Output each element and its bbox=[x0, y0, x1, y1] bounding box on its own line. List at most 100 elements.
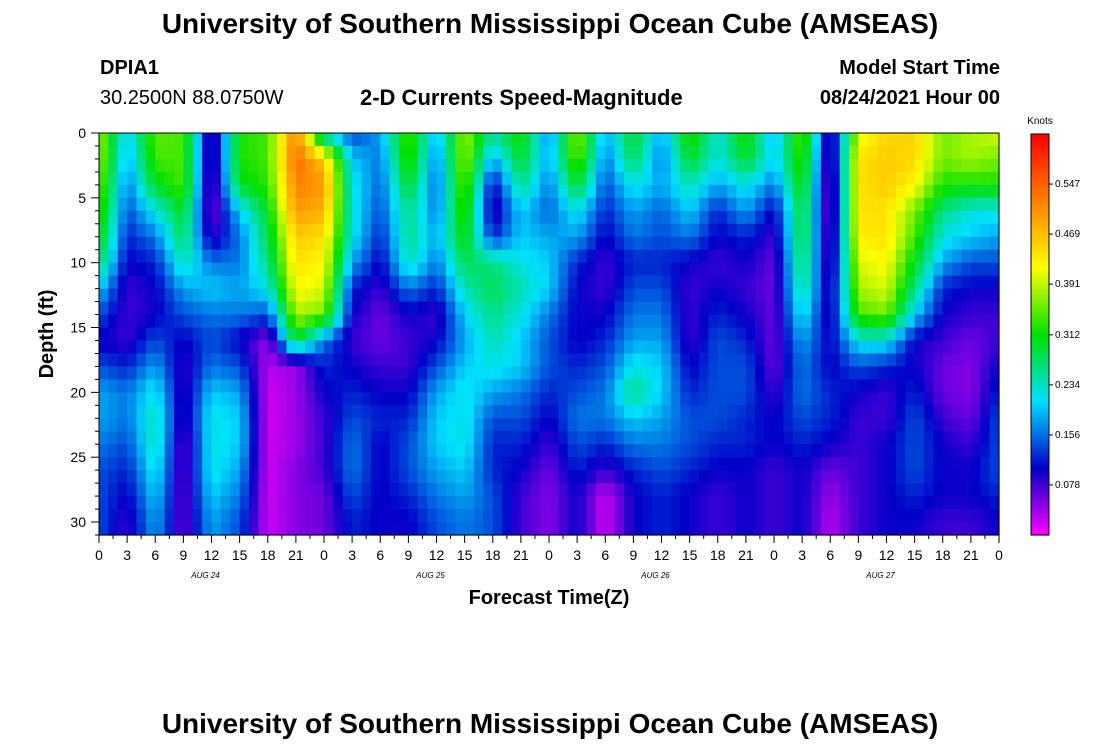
heatmap-cell bbox=[933, 223, 944, 238]
heatmap-cell bbox=[474, 249, 484, 264]
heatmap-cell bbox=[183, 470, 194, 484]
heatmap-cell bbox=[699, 509, 709, 523]
x-tick-label: 21 bbox=[513, 547, 529, 563]
heatmap-cell bbox=[333, 288, 344, 303]
heatmap-cell bbox=[202, 483, 213, 497]
heatmap-cell bbox=[399, 133, 409, 147]
heatmap-cell bbox=[577, 340, 588, 355]
heatmap-cell bbox=[483, 236, 494, 251]
colorbar-step bbox=[1031, 224, 1049, 227]
heatmap-cell bbox=[530, 392, 541, 406]
heatmap-cell bbox=[867, 327, 878, 342]
heatmap-cell bbox=[183, 314, 194, 329]
heatmap-cell bbox=[249, 483, 259, 497]
heatmap-cell bbox=[839, 301, 850, 316]
heatmap-cell bbox=[267, 483, 278, 497]
heatmap-cell bbox=[558, 509, 569, 523]
heatmap-cell bbox=[164, 145, 175, 160]
heatmap-cell bbox=[802, 133, 813, 147]
colorbar-step bbox=[1031, 512, 1049, 516]
heatmap-cell bbox=[849, 133, 859, 147]
heatmap-cell bbox=[502, 288, 513, 303]
heatmap-cell bbox=[792, 353, 803, 368]
heatmap-cell bbox=[145, 379, 156, 393]
heatmap-cell bbox=[249, 418, 259, 432]
colorbar-step bbox=[1031, 228, 1049, 231]
heatmap-cell bbox=[942, 431, 953, 445]
heatmap-cell bbox=[267, 444, 278, 458]
heatmap-cell bbox=[689, 184, 700, 199]
heatmap-cell bbox=[202, 470, 213, 484]
heatmap-cell bbox=[755, 444, 766, 458]
heatmap-cell bbox=[361, 133, 372, 147]
heatmap-cell bbox=[352, 392, 363, 406]
heatmap-cell bbox=[436, 353, 447, 368]
heatmap-cell bbox=[380, 483, 391, 497]
heatmap-cell bbox=[858, 444, 869, 458]
heatmap-cell bbox=[867, 353, 878, 368]
heatmap-cell bbox=[886, 457, 897, 471]
heatmap-cell bbox=[614, 223, 625, 238]
heatmap-cell bbox=[961, 327, 972, 342]
heatmap-cell bbox=[708, 171, 719, 186]
heatmap-cell bbox=[99, 418, 109, 432]
heatmap-cell bbox=[230, 509, 241, 523]
heatmap-cell bbox=[595, 379, 606, 393]
colorbar-step bbox=[1031, 144, 1049, 147]
heatmap-cell bbox=[249, 405, 259, 419]
heatmap-cell bbox=[483, 353, 494, 368]
heatmap-cell bbox=[614, 496, 625, 510]
heatmap-cell bbox=[942, 158, 953, 173]
colorbar-step bbox=[1031, 294, 1049, 297]
heatmap-cell bbox=[295, 327, 306, 342]
heatmap-cell bbox=[492, 431, 503, 445]
heatmap-cell bbox=[427, 210, 438, 225]
heatmap-cell bbox=[520, 171, 531, 186]
heatmap-cell bbox=[474, 184, 484, 199]
heatmap-cell bbox=[624, 158, 634, 173]
heatmap-cell bbox=[239, 522, 250, 536]
heatmap-cell bbox=[389, 418, 400, 432]
heatmap-cell bbox=[380, 392, 391, 406]
heatmap-cell bbox=[99, 444, 109, 458]
heatmap-cell bbox=[952, 197, 963, 212]
heatmap-cell bbox=[614, 184, 625, 199]
heatmap-cell bbox=[408, 236, 419, 251]
heatmap-cell bbox=[633, 301, 644, 316]
heatmap-cell bbox=[745, 197, 756, 212]
heatmap-cell bbox=[155, 314, 166, 329]
heatmap-cell bbox=[811, 288, 822, 303]
heatmap-cell bbox=[361, 431, 372, 445]
colorbar-tick-label: 0.312 bbox=[1055, 330, 1080, 341]
heatmap-cell bbox=[745, 353, 756, 368]
heatmap-cell bbox=[464, 145, 475, 160]
heatmap-cell bbox=[586, 431, 597, 445]
heatmap-cell bbox=[867, 236, 878, 251]
heatmap-cell bbox=[820, 496, 831, 510]
colorbar-step bbox=[1031, 468, 1049, 472]
colorbar-step bbox=[1031, 314, 1049, 318]
heatmap-cell bbox=[642, 314, 653, 329]
heatmap-cell bbox=[736, 431, 747, 445]
heatmap-cell bbox=[305, 275, 316, 290]
heatmap-cell bbox=[652, 288, 663, 303]
heatmap-cell bbox=[680, 327, 691, 342]
heatmap-cell bbox=[483, 418, 494, 432]
heatmap-cell bbox=[389, 470, 400, 484]
heatmap-cell bbox=[389, 301, 400, 316]
heatmap-cell bbox=[230, 288, 241, 303]
heatmap-cell bbox=[774, 145, 784, 160]
heatmap-cell bbox=[595, 340, 606, 355]
heatmap-cell bbox=[942, 184, 953, 199]
heatmap-cell bbox=[202, 249, 213, 264]
heatmap-cell bbox=[342, 210, 353, 225]
colorbar-step bbox=[1031, 154, 1049, 157]
heatmap-cell bbox=[333, 210, 344, 225]
heatmap-cell bbox=[511, 418, 522, 432]
colorbar-step bbox=[1031, 320, 1049, 324]
heatmap-cell bbox=[764, 444, 775, 458]
heatmap-cell bbox=[680, 392, 691, 406]
heatmap-cell bbox=[802, 314, 813, 329]
heatmap-cell bbox=[783, 392, 794, 406]
heatmap-cell bbox=[745, 522, 756, 536]
